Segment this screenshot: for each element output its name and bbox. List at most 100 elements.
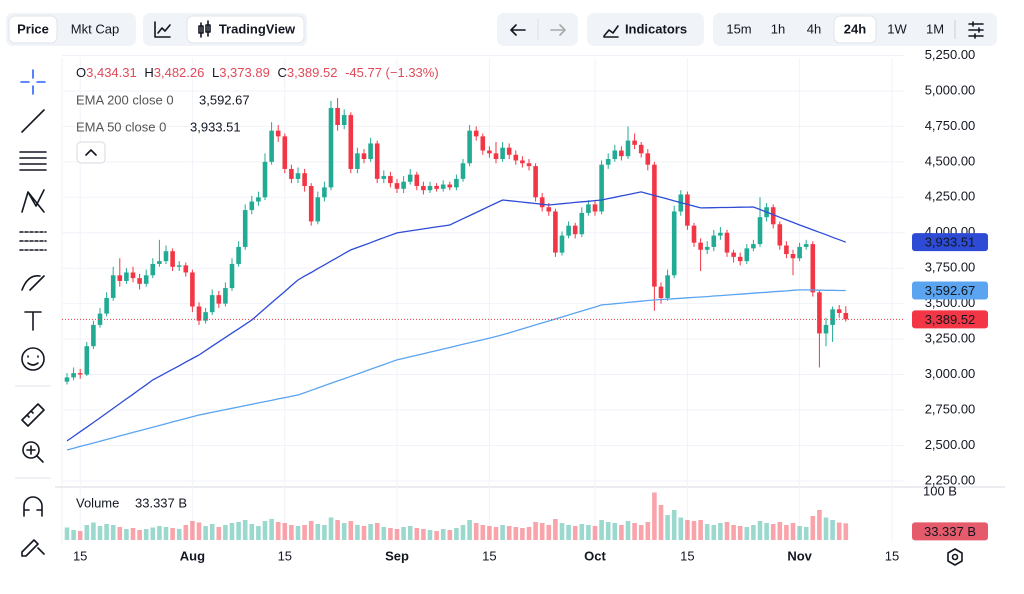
volume-bar — [711, 525, 717, 540]
candle-body — [176, 265, 182, 267]
volume-bar — [282, 523, 288, 540]
volume-bar — [625, 521, 631, 540]
price-label[interactable]: Price — [17, 21, 49, 36]
brush-tool[interactable] — [21, 274, 45, 291]
candle-body — [295, 173, 301, 179]
volume-bar — [361, 526, 367, 540]
candle-body — [143, 275, 149, 284]
collapse-icon[interactable] — [85, 149, 97, 156]
volume-tick-label: 100 B — [923, 483, 957, 498]
volume-bar — [460, 525, 466, 540]
selected-interval[interactable] — [833, 15, 877, 44]
candle-body — [605, 159, 611, 165]
candle-body — [368, 143, 373, 160]
magnet-tool[interactable] — [23, 496, 43, 517]
volume-bar — [196, 522, 202, 540]
candle-body — [407, 174, 413, 182]
candle-body — [685, 194, 690, 226]
settings-gear[interactable] — [947, 548, 963, 566]
y-tick-label: 4,500.00 — [925, 153, 976, 168]
ruler-tool[interactable] — [21, 403, 45, 427]
volume-bar — [843, 523, 849, 540]
candle-body — [328, 107, 334, 188]
x-tick-label: 15 — [680, 548, 694, 563]
volume-bar — [658, 505, 664, 540]
volume-bar — [454, 528, 459, 540]
candle-body — [843, 312, 849, 320]
line-chart-icon[interactable] — [154, 21, 171, 38]
candle-body — [348, 115, 354, 169]
labels: 2,250.00 2,500.00 2,750.00 3,000.00 3,250.00… — [73, 47, 988, 563]
volume-bar — [487, 526, 492, 540]
candle-body — [242, 210, 248, 247]
volume-bar — [71, 530, 76, 540]
x-tick-label: Nov — [787, 548, 812, 563]
candle-body — [150, 263, 156, 276]
volume-bar — [355, 525, 360, 540]
volume-bar — [190, 521, 195, 540]
fib-tool[interactable] — [19, 151, 47, 171]
settings-icon[interactable] — [968, 21, 984, 39]
volume-bar — [374, 523, 380, 540]
ema-line — [66, 191, 847, 442]
candle-body — [236, 246, 241, 264]
candle-body — [302, 173, 307, 186]
price-button[interactable] — [8, 15, 58, 44]
volume-bar — [104, 524, 109, 540]
volume-legend-value: 33.337 B — [135, 495, 187, 510]
emoji-tool[interactable] — [21, 347, 45, 371]
volume-bar — [401, 527, 406, 540]
interval[interactable]: 4h — [807, 21, 821, 36]
volume-bar — [157, 526, 162, 540]
volume-bar — [64, 527, 70, 540]
zoom-tool[interactable] — [22, 441, 40, 459]
crosshair-tool[interactable] — [20, 69, 46, 95]
forward-icon[interactable] — [550, 24, 566, 36]
emoji-face — [27, 355, 39, 366]
candle-body — [652, 164, 657, 287]
volume-bar — [447, 530, 453, 540]
candle-body — [718, 232, 723, 236]
volume-bar — [348, 521, 354, 540]
trendline-tool[interactable] — [21, 109, 45, 133]
volume-bar — [130, 528, 136, 540]
collapse-button[interactable] — [76, 141, 106, 164]
volume-bar — [421, 529, 426, 540]
interval[interactable]: 15m — [726, 21, 751, 36]
interval[interactable]: 1W — [887, 21, 907, 36]
candle-body — [381, 176, 387, 179]
candle-body — [275, 130, 281, 137]
volume-bar — [751, 525, 756, 540]
tradingview-label[interactable]: TradingView — [219, 21, 296, 36]
candle-body — [480, 136, 486, 151]
zoom-glyph — [26, 445, 44, 463]
y-tick-label: 3,250.00 — [925, 331, 976, 346]
prediction-tool[interactable] — [19, 231, 47, 251]
interval[interactable]: 24h — [844, 21, 866, 36]
volume-bar — [803, 527, 809, 540]
volume-bar — [308, 521, 314, 540]
volume-bar — [757, 521, 763, 540]
open-value: 3,434.31 — [86, 65, 137, 80]
volume-bar — [394, 529, 400, 540]
candle-body — [797, 246, 802, 259]
candle-body — [308, 185, 314, 222]
interval[interactable]: 1M — [926, 21, 944, 36]
candle-body — [777, 224, 783, 246]
mktcap-label[interactable]: Mkt Cap — [71, 21, 119, 36]
candle-body — [163, 251, 169, 262]
pattern-tool[interactable] — [21, 189, 45, 213]
volume-bar — [744, 527, 750, 540]
indicators-label[interactable]: Indicators — [625, 21, 687, 36]
volume-bar — [150, 527, 156, 540]
tradingview-button[interactable] — [186, 15, 305, 44]
volume-bar — [143, 529, 149, 540]
high-label: H — [144, 65, 153, 80]
text-tool[interactable] — [24, 311, 42, 331]
candle-body — [203, 312, 208, 321]
candle-body — [500, 147, 505, 160]
interval[interactable]: 1h — [771, 21, 785, 36]
lock-tool[interactable] — [21, 539, 45, 557]
volume-bar — [110, 525, 116, 540]
back-icon[interactable] — [510, 24, 526, 36]
